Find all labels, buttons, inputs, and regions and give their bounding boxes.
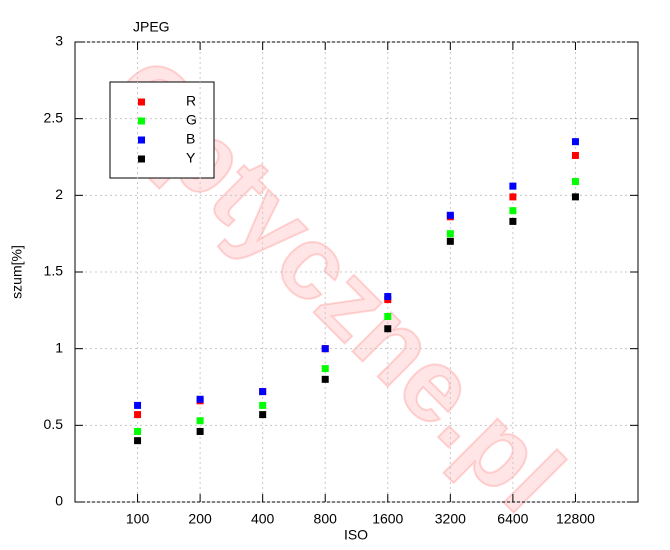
x-axis-label: ISO xyxy=(344,527,368,543)
point xyxy=(384,312,392,320)
y-axis-label: szum[%] xyxy=(9,245,25,299)
y-tick-label: 0.5 xyxy=(44,416,64,432)
y-tick-label: 2 xyxy=(55,186,63,202)
point xyxy=(134,437,142,445)
point xyxy=(571,151,579,159)
legend-label: B xyxy=(186,131,195,147)
x-tick-label: 12800 xyxy=(556,511,595,527)
point xyxy=(134,427,142,435)
point xyxy=(196,427,204,435)
point xyxy=(571,138,579,146)
y-tick-label: 0 xyxy=(55,493,63,509)
y-tick-label: 1.5 xyxy=(44,263,64,279)
point xyxy=(259,411,267,419)
chart-title: JPEG xyxy=(133,19,170,35)
point xyxy=(384,293,392,301)
legend-marker xyxy=(138,117,145,125)
y-tick-label: 1 xyxy=(55,339,63,355)
point xyxy=(134,411,142,419)
x-tick-label: 400 xyxy=(251,511,275,527)
legend-marker xyxy=(138,155,145,163)
x-tick-label: 800 xyxy=(314,511,338,527)
x-tick-label: 3200 xyxy=(435,511,466,527)
x-tick-label: 6400 xyxy=(497,511,528,527)
point xyxy=(446,211,454,219)
legend-box xyxy=(109,81,215,179)
point xyxy=(134,401,142,409)
point xyxy=(321,375,329,383)
point xyxy=(384,325,392,333)
point xyxy=(259,401,267,409)
y-tick-label: 3 xyxy=(55,33,63,49)
x-tick-label: 100 xyxy=(126,511,150,527)
point xyxy=(446,237,454,245)
legend-label: G xyxy=(186,112,197,128)
legend-label: R xyxy=(186,93,196,109)
legend-label: Y xyxy=(186,150,196,166)
point xyxy=(571,178,579,186)
point xyxy=(509,207,517,215)
point xyxy=(321,345,329,353)
point xyxy=(196,395,204,403)
legend-marker xyxy=(138,136,145,144)
point xyxy=(509,217,517,225)
point xyxy=(571,193,579,201)
legend-marker xyxy=(138,98,145,106)
x-tick-label: 200 xyxy=(188,511,212,527)
point xyxy=(446,230,454,238)
point xyxy=(509,193,517,201)
point xyxy=(509,182,517,190)
x-tick-label: 1600 xyxy=(372,511,403,527)
point xyxy=(196,417,204,425)
point xyxy=(321,365,329,373)
y-tick-label: 2.5 xyxy=(44,109,64,125)
point xyxy=(259,388,267,396)
